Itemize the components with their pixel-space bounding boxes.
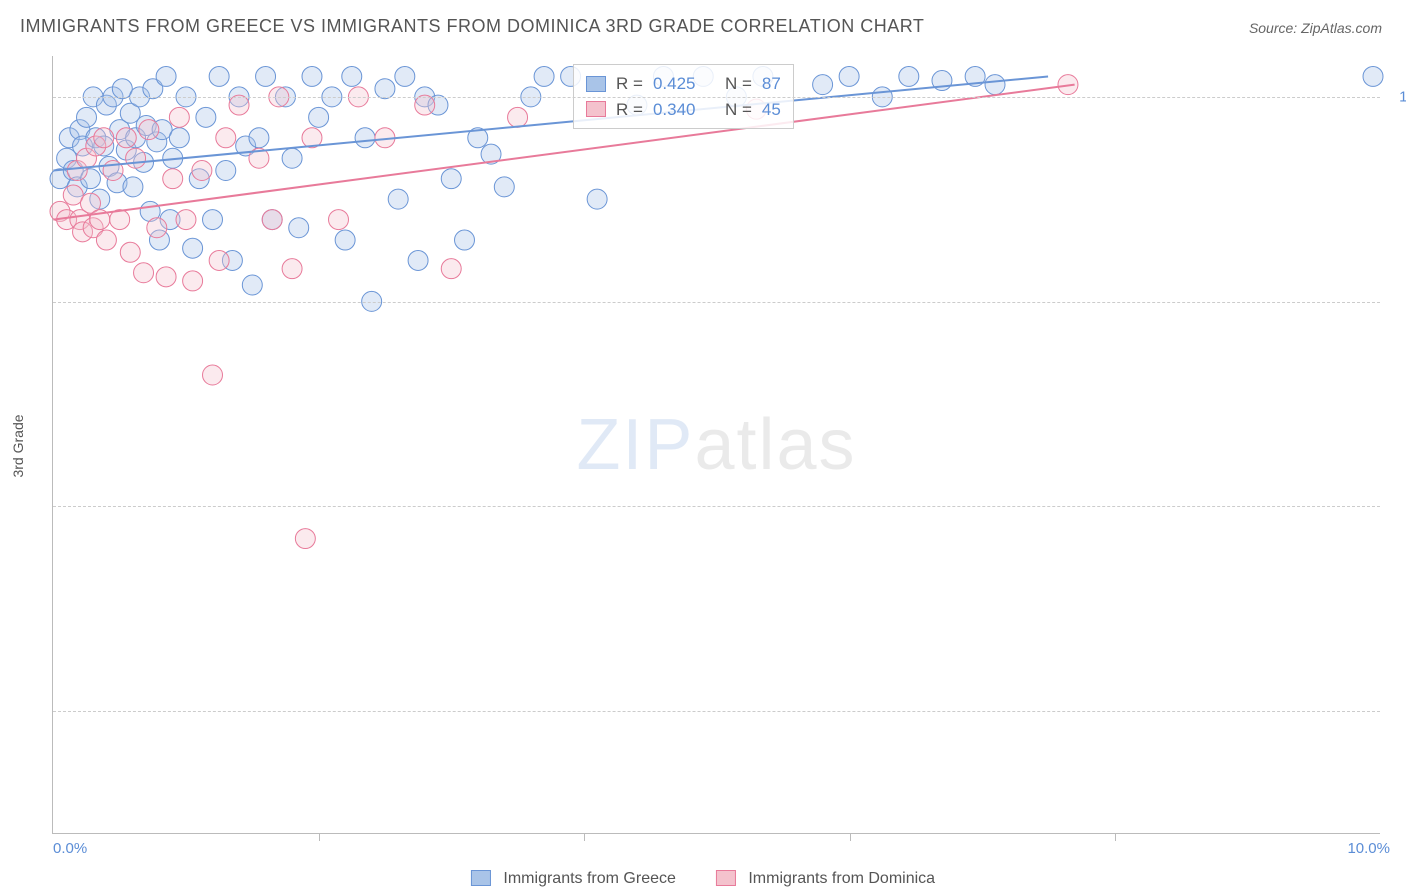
trend-layer	[53, 56, 1380, 833]
x-tick	[850, 833, 851, 841]
n-label: N =	[725, 97, 752, 123]
y-tick-label: 100.0%	[1390, 88, 1406, 105]
swatch-dominica-icon	[586, 101, 606, 117]
gridline-h	[53, 97, 1380, 98]
y-axis-label: 3rd Grade	[10, 414, 26, 477]
legend-label-dominica: Immigrants from Dominica	[748, 870, 935, 887]
x-tick-label: 10.0%	[1347, 840, 1390, 857]
x-tick	[319, 833, 320, 841]
r-label: R =	[616, 71, 643, 97]
y-tick-label: 85.0%	[1390, 703, 1406, 720]
x-tick	[584, 833, 585, 841]
gridline-h	[53, 711, 1380, 712]
r-label: R =	[616, 97, 643, 123]
chart-title: IMMIGRANTS FROM GREECE VS IMMIGRANTS FRO…	[20, 16, 924, 37]
gridline-h	[53, 506, 1380, 507]
n-label: N =	[725, 71, 752, 97]
n-value-greece: 87	[762, 71, 781, 97]
legend-swatch-dominica-icon	[716, 870, 736, 886]
trend-line	[53, 85, 1074, 220]
plot-area: ZIPatlas R = 0.425 N = 87 R = 0.340 N = …	[52, 56, 1380, 834]
legend-item-dominica: Immigrants from Dominica	[716, 870, 935, 888]
n-value-dominica: 45	[762, 97, 781, 123]
x-tick	[1115, 833, 1116, 841]
legend-item-greece: Immigrants from Greece	[471, 870, 676, 888]
r-value-greece: 0.425	[653, 71, 696, 97]
y-tick-label: 90.0%	[1390, 498, 1406, 515]
source-attribution: Source: ZipAtlas.com	[1249, 20, 1382, 36]
swatch-greece-icon	[586, 76, 606, 92]
legend-label-greece: Immigrants from Greece	[503, 870, 675, 887]
r-value-dominica: 0.340	[653, 97, 696, 123]
x-tick-label: 0.0%	[53, 840, 87, 857]
y-tick-label: 95.0%	[1390, 293, 1406, 310]
gridline-h	[53, 302, 1380, 303]
stats-row-dominica: R = 0.340 N = 45	[586, 97, 781, 123]
legend-swatch-greece-icon	[471, 870, 491, 886]
stats-row-greece: R = 0.425 N = 87	[586, 71, 781, 97]
legend: Immigrants from Greece Immigrants from D…	[471, 870, 935, 888]
trend-line	[53, 76, 1048, 170]
